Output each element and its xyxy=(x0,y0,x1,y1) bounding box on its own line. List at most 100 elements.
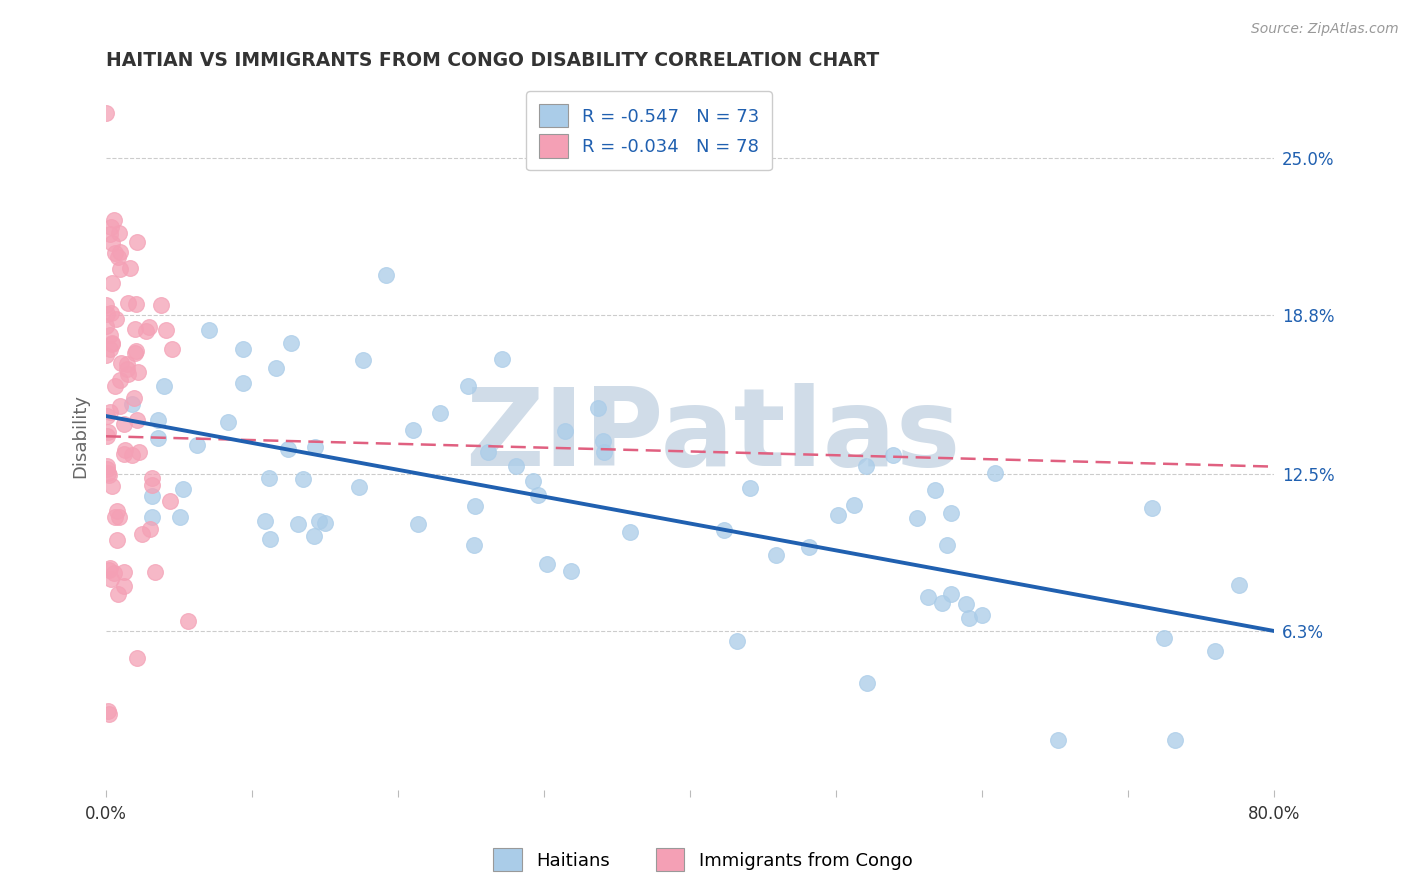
Point xyxy=(98,468,121,483)
Y-axis label: Disability: Disability xyxy=(72,394,89,478)
Point xyxy=(970,607,993,622)
Point xyxy=(799,540,821,554)
Point xyxy=(939,587,962,601)
Point xyxy=(97,707,120,722)
Point xyxy=(96,105,118,120)
Point xyxy=(117,357,139,371)
Point xyxy=(254,514,277,528)
Point xyxy=(125,650,148,665)
Point xyxy=(108,244,131,259)
Point xyxy=(108,509,131,524)
Point xyxy=(352,353,374,368)
Point xyxy=(855,458,877,473)
Point xyxy=(96,429,118,443)
Point xyxy=(97,704,120,718)
Point xyxy=(457,379,479,393)
Point xyxy=(401,423,423,437)
Point xyxy=(101,335,124,350)
Point xyxy=(141,489,163,503)
Point xyxy=(97,466,120,480)
Point xyxy=(139,522,162,536)
Point xyxy=(96,306,118,320)
Point xyxy=(127,365,149,379)
Legend: Haitians, Immigrants from Congo: Haitians, Immigrants from Congo xyxy=(486,841,920,879)
Point xyxy=(122,391,145,405)
Point xyxy=(169,509,191,524)
Point xyxy=(477,445,499,459)
Point xyxy=(107,587,129,601)
Point xyxy=(931,596,953,610)
Point xyxy=(1046,732,1069,747)
Point xyxy=(138,319,160,334)
Point xyxy=(232,376,254,390)
Point xyxy=(374,268,396,282)
Point xyxy=(983,466,1005,480)
Text: HAITIAN VS IMMIGRANTS FROM CONGO DISABILITY CORRELATION CHART: HAITIAN VS IMMIGRANTS FROM CONGO DISABIL… xyxy=(105,51,879,70)
Point xyxy=(98,405,121,419)
Point xyxy=(125,297,148,311)
Point xyxy=(124,343,146,358)
Point xyxy=(935,537,957,551)
Point xyxy=(94,319,117,334)
Point xyxy=(103,213,125,227)
Point xyxy=(141,478,163,492)
Point xyxy=(114,443,136,458)
Point xyxy=(124,346,146,360)
Point xyxy=(127,235,149,249)
Point xyxy=(160,342,183,356)
Point xyxy=(1153,632,1175,646)
Point xyxy=(105,504,128,518)
Point xyxy=(104,509,127,524)
Point xyxy=(107,250,129,264)
Point xyxy=(101,236,124,251)
Point xyxy=(100,219,122,234)
Point xyxy=(104,378,127,392)
Point xyxy=(554,424,576,438)
Point xyxy=(112,447,135,461)
Point xyxy=(593,445,616,459)
Point xyxy=(619,525,641,540)
Point xyxy=(98,327,121,342)
Point xyxy=(280,336,302,351)
Point xyxy=(98,561,121,575)
Point xyxy=(291,472,314,486)
Point xyxy=(217,415,239,429)
Point xyxy=(1140,500,1163,515)
Point xyxy=(155,323,177,337)
Point xyxy=(108,373,131,387)
Point xyxy=(464,499,486,513)
Point xyxy=(408,516,430,531)
Point xyxy=(1227,577,1250,591)
Point xyxy=(257,471,280,485)
Point xyxy=(713,524,735,538)
Point xyxy=(725,634,748,648)
Point xyxy=(96,409,118,423)
Point xyxy=(159,494,181,508)
Point xyxy=(121,397,143,411)
Point xyxy=(98,342,121,356)
Point xyxy=(259,532,281,546)
Point xyxy=(131,526,153,541)
Point xyxy=(104,311,127,326)
Point xyxy=(586,401,609,415)
Point xyxy=(1204,644,1226,658)
Point xyxy=(108,226,131,240)
Point xyxy=(264,360,287,375)
Point xyxy=(101,479,124,493)
Point xyxy=(347,480,370,494)
Point xyxy=(112,417,135,432)
Point xyxy=(844,498,866,512)
Point xyxy=(97,563,120,577)
Point xyxy=(924,483,946,497)
Point xyxy=(287,516,309,531)
Point xyxy=(108,261,131,276)
Point xyxy=(463,537,485,551)
Point xyxy=(96,458,118,473)
Point xyxy=(232,342,254,356)
Point xyxy=(100,572,122,586)
Point xyxy=(522,475,544,489)
Point xyxy=(124,322,146,336)
Point xyxy=(765,548,787,562)
Point xyxy=(153,379,176,393)
Point xyxy=(128,445,150,459)
